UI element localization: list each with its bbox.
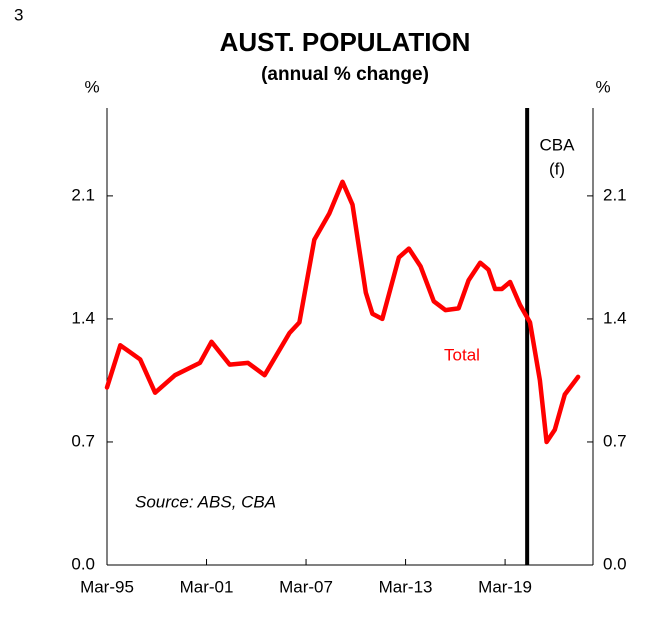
- x-tick-label: Mar-13: [379, 577, 433, 596]
- x-tick-label: Mar-19: [478, 577, 532, 596]
- y2-tick-label: 0.7: [603, 431, 627, 450]
- y-unit: %: [84, 77, 99, 96]
- page-number: 3: [14, 5, 23, 24]
- y2-unit: %: [595, 77, 610, 96]
- y2-tick-label: 2.1: [603, 185, 627, 204]
- chart-subtitle: (annual % change): [261, 64, 429, 85]
- series-label: Total: [444, 345, 480, 364]
- y-tick-label: 0.7: [71, 431, 95, 450]
- y-tick-label: 2.1: [71, 185, 95, 204]
- line-series: [104, 179, 581, 445]
- y2-tick-label: 1.4: [603, 308, 627, 327]
- y-tick-label: 1.4: [71, 308, 95, 327]
- x-tick-label: Mar-95: [80, 577, 134, 596]
- x-tick-label: Mar-07: [279, 577, 333, 596]
- chart-title: AUST. POPULATION: [220, 27, 471, 57]
- x-tick-label: Mar-01: [180, 577, 234, 596]
- forecast-label: CBA: [540, 135, 576, 154]
- y-tick-label: 0.0: [71, 554, 95, 573]
- source-note: Source: ABS, CBA: [135, 492, 276, 511]
- forecast-label: (f): [549, 159, 565, 178]
- y2-tick-label: 0.0: [603, 554, 627, 573]
